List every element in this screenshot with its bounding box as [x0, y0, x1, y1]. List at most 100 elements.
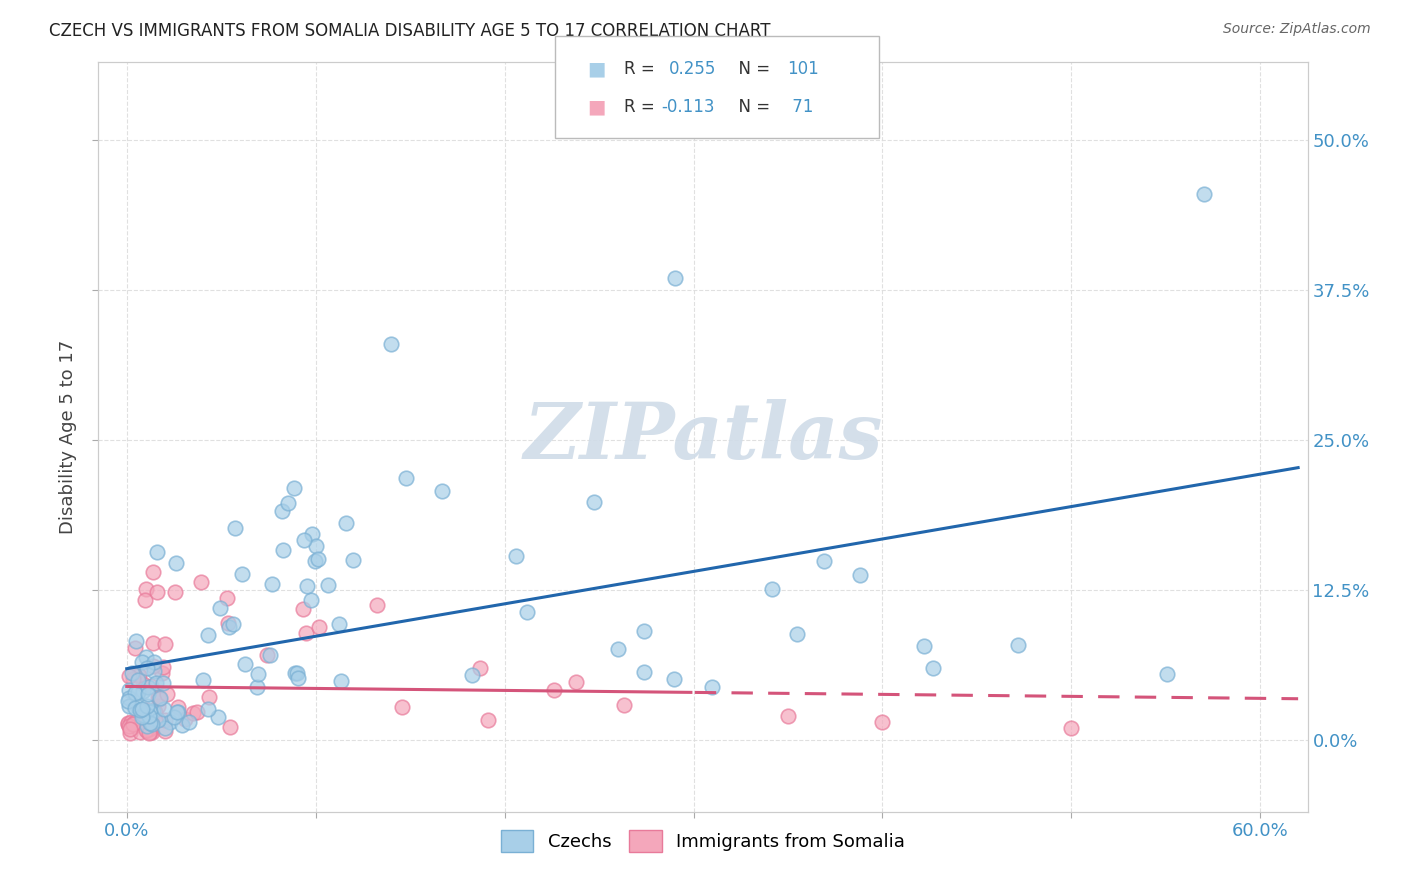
Point — [117, 694, 139, 708]
Point — [136, 698, 159, 713]
Point — [292, 533, 315, 548]
Point — [219, 720, 242, 734]
Point — [145, 676, 167, 690]
Point — [468, 661, 491, 675]
Point — [117, 717, 139, 731]
Point — [159, 714, 181, 729]
Point — [124, 633, 146, 648]
Point — [124, 701, 146, 715]
Point — [134, 592, 156, 607]
Point — [260, 577, 283, 591]
Point — [127, 698, 149, 713]
Point — [786, 626, 808, 640]
Point — [124, 686, 146, 700]
Point — [217, 591, 239, 605]
Text: N =: N = — [728, 60, 776, 78]
Point — [122, 717, 145, 731]
Point — [270, 503, 292, 517]
Text: 0.255: 0.255 — [669, 60, 717, 78]
Point — [702, 680, 724, 694]
Point — [582, 495, 605, 509]
Point — [394, 470, 416, 484]
Point — [152, 675, 174, 690]
Point — [129, 725, 152, 739]
Point — [148, 692, 170, 706]
Point — [132, 683, 155, 698]
Point — [136, 716, 159, 731]
Point — [430, 483, 453, 498]
Point — [120, 722, 142, 736]
Point — [136, 680, 159, 694]
Point — [155, 721, 177, 735]
Point — [141, 725, 163, 739]
Point — [121, 714, 143, 729]
Point — [129, 716, 152, 731]
Point — [1156, 666, 1178, 681]
Point — [142, 665, 165, 679]
Point — [299, 593, 322, 607]
Point — [143, 714, 166, 728]
Point — [872, 714, 894, 729]
Point — [153, 702, 176, 716]
Point — [136, 703, 159, 717]
Point — [136, 724, 159, 739]
Point — [153, 637, 176, 651]
Point — [633, 665, 655, 679]
Point — [127, 685, 149, 699]
Point — [155, 687, 177, 701]
Text: Source: ZipAtlas.com: Source: ZipAtlas.com — [1223, 22, 1371, 37]
Point — [287, 671, 309, 685]
Point — [166, 705, 188, 719]
Point — [118, 719, 141, 733]
Point — [136, 687, 159, 701]
Point — [285, 666, 308, 681]
Point — [218, 620, 240, 634]
Point — [146, 713, 169, 727]
Point — [120, 726, 142, 740]
Point — [308, 620, 330, 634]
Point — [150, 666, 173, 681]
Point — [305, 539, 328, 553]
Point — [304, 553, 326, 567]
Point — [633, 624, 655, 638]
Point — [328, 617, 350, 632]
Point — [505, 549, 527, 563]
Point — [127, 673, 149, 687]
Point — [912, 639, 935, 653]
Legend: Czechs, Immigrants from Somalia: Czechs, Immigrants from Somalia — [494, 822, 912, 859]
Point — [391, 699, 413, 714]
Point — [613, 698, 636, 712]
Point — [163, 710, 186, 724]
Point — [380, 337, 402, 351]
Point — [197, 627, 219, 641]
Point — [776, 708, 799, 723]
Point — [186, 705, 208, 719]
Point — [342, 552, 364, 566]
Point — [135, 723, 157, 737]
Point — [191, 673, 214, 687]
Point — [259, 648, 281, 662]
Point — [208, 601, 231, 615]
Point — [136, 719, 159, 733]
Point — [142, 635, 165, 649]
Text: -0.113: -0.113 — [661, 98, 714, 116]
Point — [477, 713, 499, 727]
Point — [118, 690, 141, 705]
Point — [124, 667, 146, 681]
Point — [231, 567, 253, 582]
Point — [233, 657, 256, 671]
Point — [165, 556, 187, 570]
Point — [292, 602, 315, 616]
Text: N =: N = — [728, 98, 776, 116]
Point — [136, 711, 159, 725]
Point — [543, 683, 565, 698]
Point — [197, 701, 219, 715]
Point — [172, 718, 194, 732]
Point — [163, 585, 186, 599]
Point — [131, 710, 153, 724]
Point — [167, 705, 190, 719]
Point — [155, 713, 177, 727]
Point — [761, 582, 783, 596]
Text: ZIPatlas: ZIPatlas — [523, 399, 883, 475]
Point — [848, 567, 870, 582]
